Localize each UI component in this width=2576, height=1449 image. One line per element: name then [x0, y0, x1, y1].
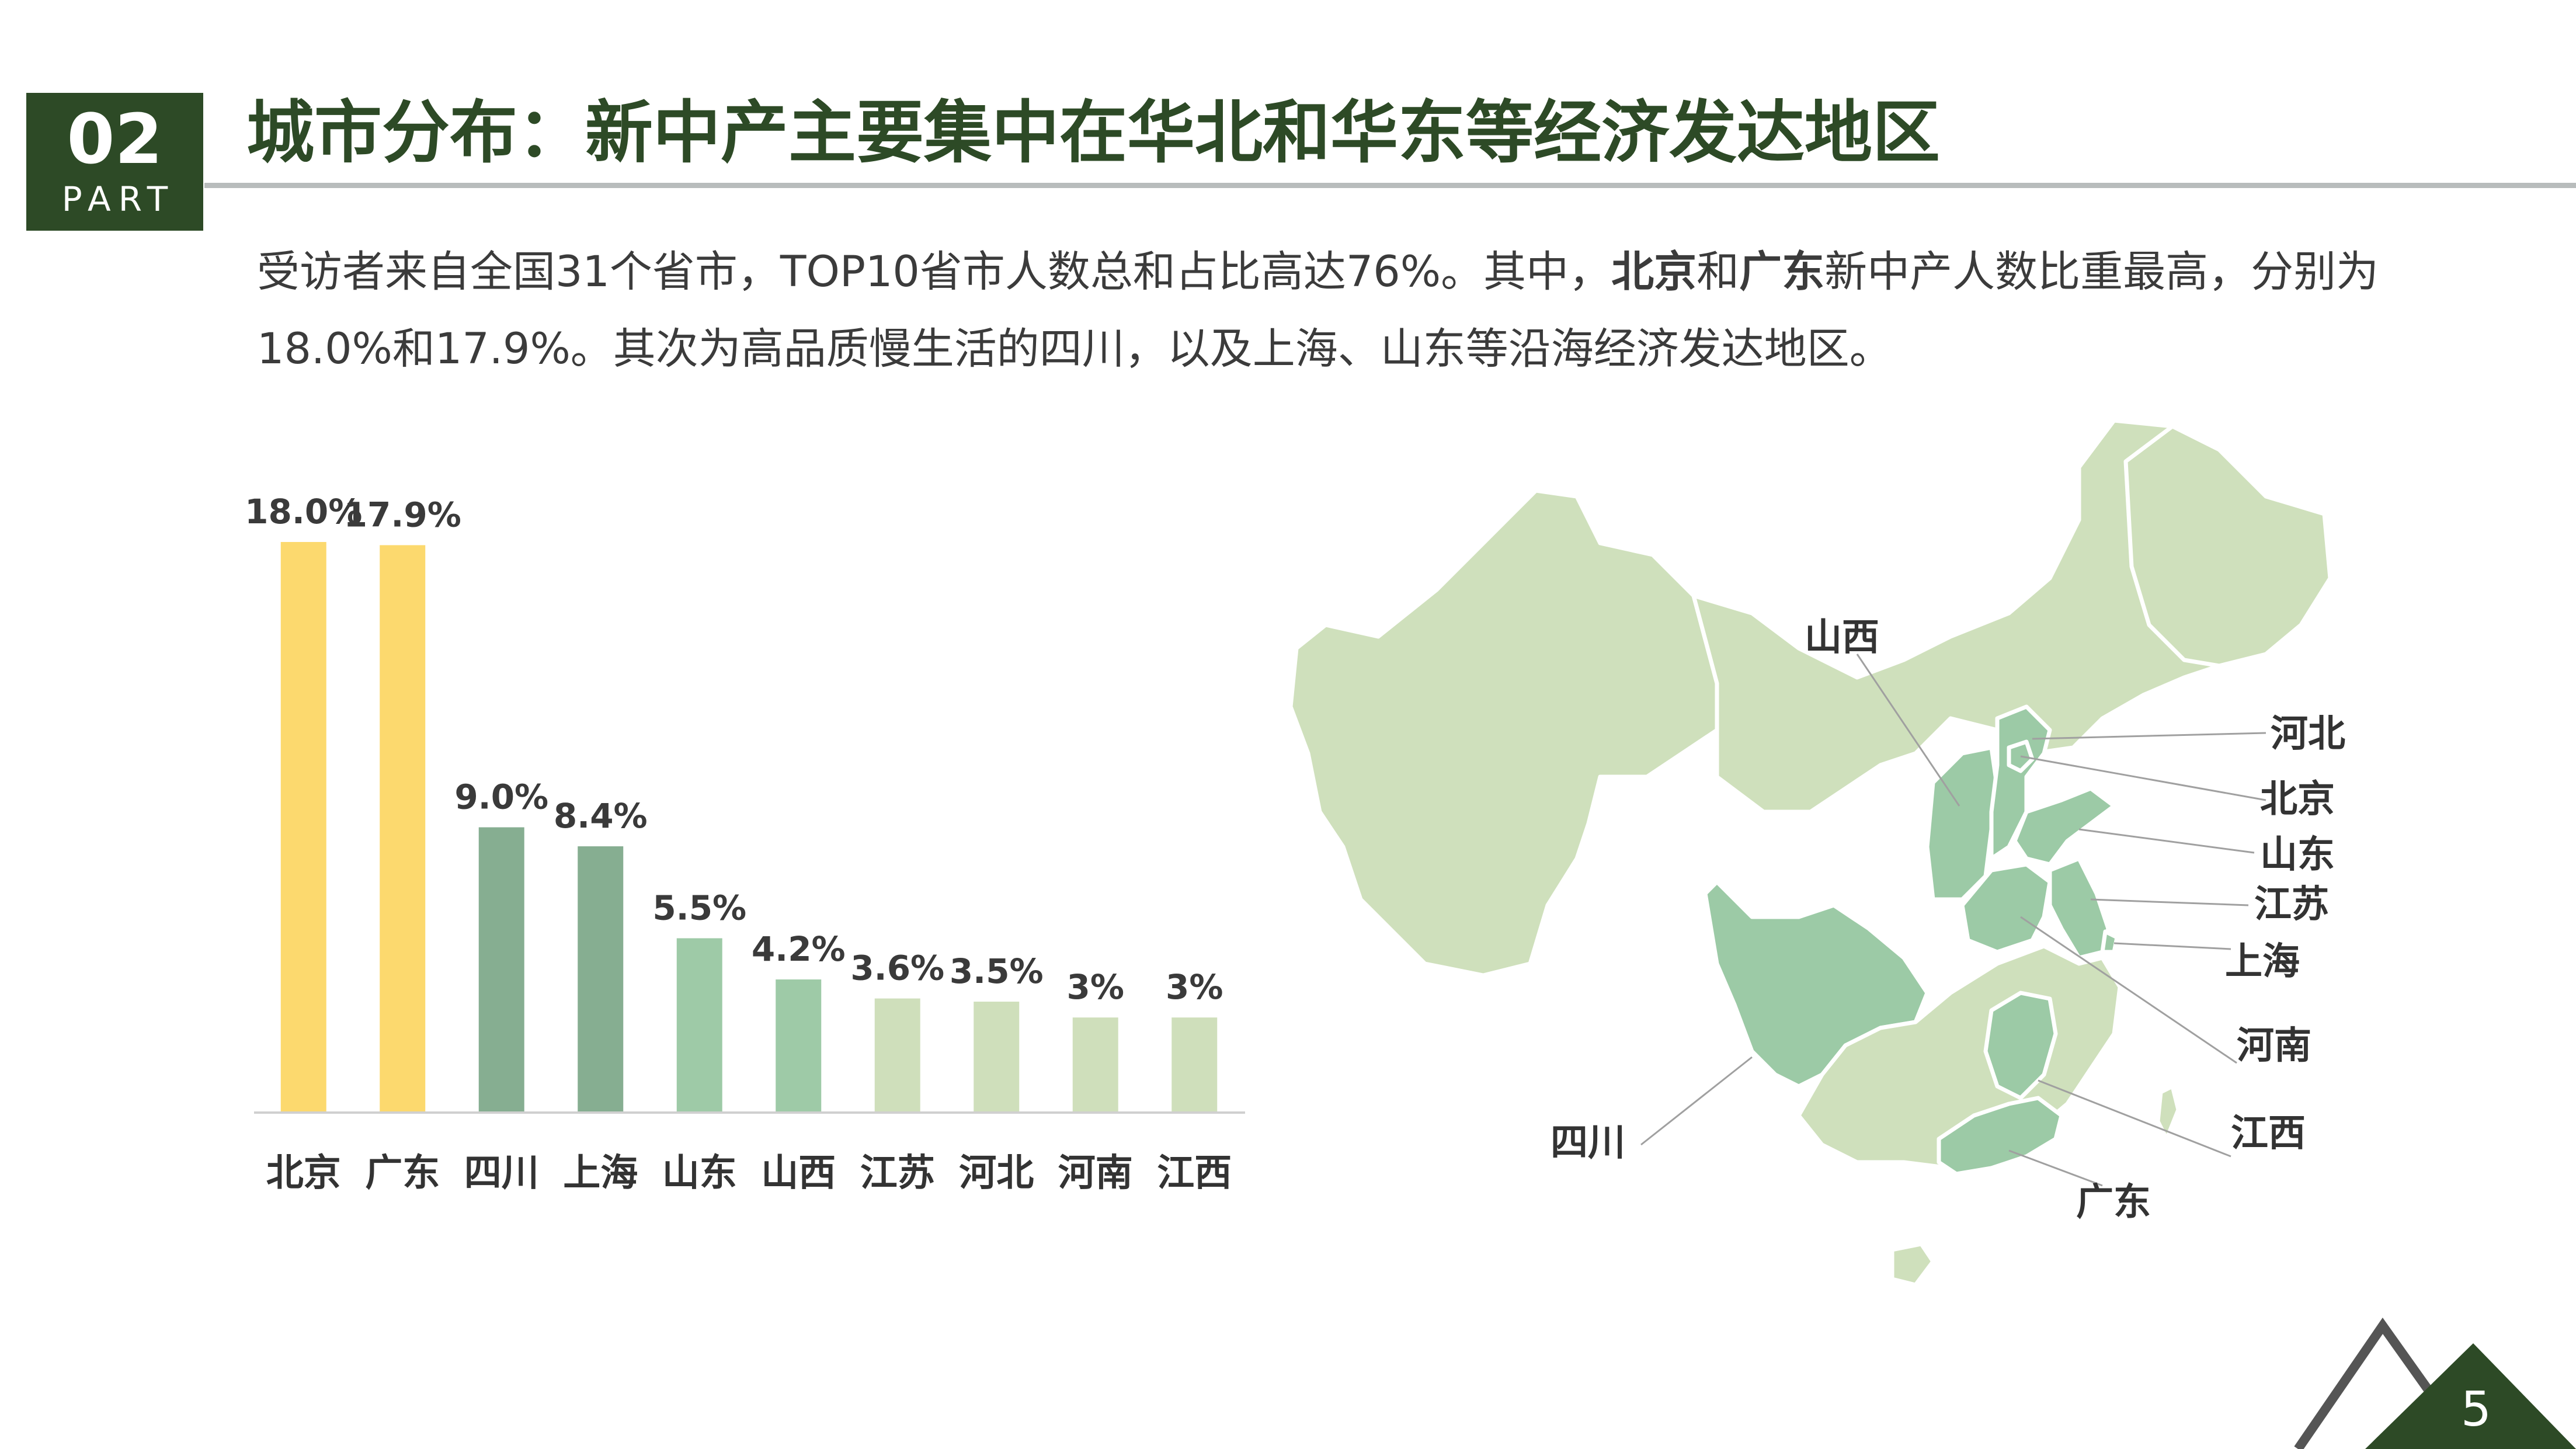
bar-10 [1171, 1017, 1218, 1113]
data-label-1: 18.0% [245, 492, 362, 531]
map-region-west [1288, 488, 1719, 978]
map-region-shandong [2012, 786, 2116, 867]
leader-shandong [2078, 828, 2255, 854]
category-label-2: 广东 [365, 1152, 440, 1195]
map-label: 四川 [1551, 1121, 1625, 1165]
leader-jiangxi [2038, 1079, 2231, 1158]
bar-1 [280, 542, 326, 1113]
map-label: 上海 [2225, 940, 2300, 984]
intro-bold-guangdong: 广东 [1739, 247, 1825, 297]
part-number: 02 [67, 99, 163, 179]
leader-guangdong [2008, 1149, 2103, 1187]
map-region-hainan [1890, 1242, 1935, 1287]
intro-paragraph: 受访者来自全国31个省市，TOP10省市人数总和占比高达76%。其中，北京和广东… [257, 234, 2453, 388]
bar-8 [974, 1002, 1020, 1113]
intro-text-1: 受访者来自全国31个省市，TOP10省市人数总和占比高达76%。其中， [257, 247, 1612, 297]
category-label-8: 河北 [959, 1152, 1034, 1195]
leader-sichuan [1640, 1056, 1753, 1146]
map-label: 广东 [2076, 1181, 2151, 1224]
map-region-shanghai [2100, 929, 2119, 954]
corner-triangle [2365, 1343, 2576, 1449]
leader-henan [2020, 916, 2237, 1064]
bar-3 [478, 827, 524, 1113]
map-region-guangdong [1937, 1096, 2064, 1176]
data-label-7: 3.6% [850, 948, 944, 988]
corner-decoration [2294, 1318, 2576, 1449]
bar-5 [676, 938, 722, 1113]
bar-9 [1072, 1017, 1118, 1113]
map-label: 江苏 [2254, 883, 2329, 926]
map-label: 北京 [2260, 778, 2335, 821]
data-label-2: 17.9% [344, 495, 461, 534]
intro-text-3: 新中产人数比重最高，分别为18.0%和17.9%。其次为高品质慢生活的四川，以及… [257, 247, 2379, 374]
leader-shanxi [1856, 654, 1960, 807]
map-label-group: 山西 河北 北京 山东 江苏 上海 河南 江西 广东 四川 [1551, 616, 2345, 1224]
page-number: 5 [2460, 1382, 2492, 1437]
bar-2 [380, 545, 426, 1113]
data-label-10: 3% [1166, 967, 1223, 1007]
leader-beijing [2020, 755, 2266, 801]
map-region-jiangxi [1983, 991, 2058, 1100]
part-badge: 02 PART [26, 93, 203, 231]
data-label-3: 9.0% [454, 777, 548, 817]
category-label-9: 河南 [1058, 1152, 1133, 1195]
data-label-5: 5.5% [652, 888, 746, 927]
bar-6 [776, 979, 822, 1113]
data-label-4: 8.4% [554, 796, 648, 836]
data-label-6: 4.2% [752, 929, 846, 969]
map-region-taiwan [2156, 1084, 2181, 1141]
category-label-4: 上海 [563, 1152, 638, 1195]
intro-text-2: 和 [1697, 247, 1740, 297]
category-label-1: 北京 [266, 1152, 341, 1195]
leader-shanghai [2113, 942, 2231, 950]
leader-jiangsu [2090, 898, 2249, 906]
title-divider [204, 183, 2576, 188]
category-label-10: 江西 [1157, 1152, 1232, 1195]
data-label-9: 3% [1067, 967, 1124, 1007]
bar-chart: 18.0% 北京 17.9% 广东 9.0% 四川 8.4% 上海 5.5% 山东 4.2% 山西 3.… [245, 492, 1245, 1195]
map-label: 河北 [2271, 713, 2345, 756]
map-region-henan [1960, 862, 2052, 954]
intro-bold-beijing: 北京 [1611, 247, 1697, 297]
category-label-7: 江苏 [860, 1152, 935, 1195]
map-label: 山西 [1805, 616, 1879, 659]
china-map: 山西 河北 北京 山东 江苏 上海 河南 江西 广东 四川 [1288, 418, 2345, 1287]
map-label: 山东 [2260, 833, 2335, 877]
part-label: PART [61, 179, 176, 219]
category-label-5: 山东 [662, 1152, 737, 1195]
bar-7 [874, 998, 920, 1113]
category-label-3: 四川 [464, 1152, 539, 1195]
map-label: 河南 [2237, 1024, 2311, 1068]
map-leaders [1640, 654, 2266, 1187]
map-regions [1288, 418, 2332, 1287]
page-title: 城市分布：新中产主要集中在华北和华东等经济发达地区 [246, 93, 1940, 172]
bar-4 [578, 846, 624, 1113]
map-label: 江西 [2231, 1112, 2306, 1155]
leader-hebei [2032, 732, 2266, 740]
data-label-8: 3.5% [950, 951, 1044, 991]
category-label-6: 山西 [761, 1152, 836, 1195]
map-region-northeast [2123, 424, 2332, 668]
